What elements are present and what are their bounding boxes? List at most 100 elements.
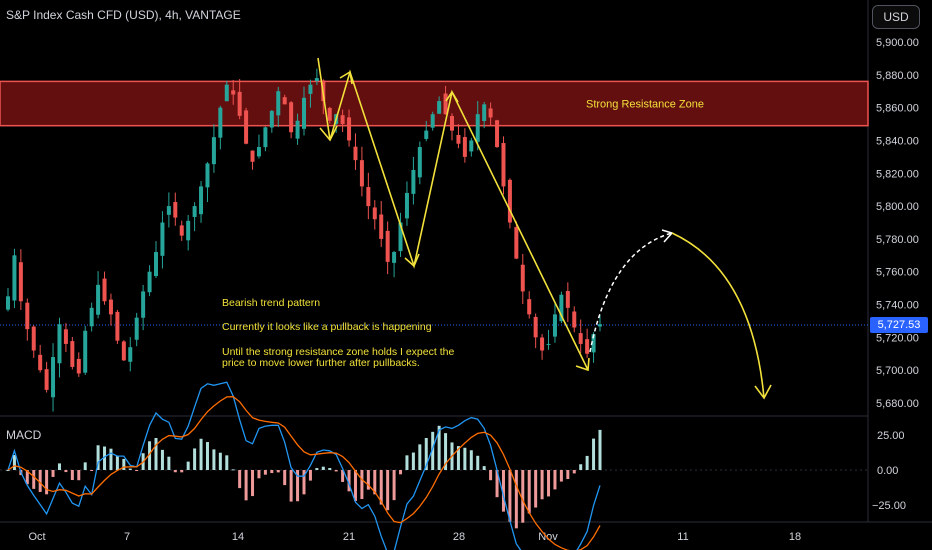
price-tick-label: 5,880.00 (876, 70, 919, 82)
candle-body (392, 252, 397, 263)
candle-body (475, 114, 480, 142)
macd-histogram-bar (160, 449, 164, 470)
macd-histogram-bar (263, 470, 267, 475)
candle-body (31, 326, 36, 351)
candle-body (96, 284, 101, 315)
candle-body (173, 202, 178, 218)
macd-histogram-bar (64, 470, 68, 473)
macd-histogram-bar (128, 468, 132, 470)
macd-histogram-bar (109, 448, 113, 470)
macd-histogram-bar (328, 468, 332, 470)
candle-body (276, 91, 281, 116)
price-tick-label: 5,840.00 (876, 135, 919, 147)
price-tick-label: 5,860.00 (876, 103, 919, 115)
macd-histogram-bar (6, 470, 10, 471)
candle-body (147, 271, 152, 293)
candle-body (192, 206, 197, 217)
candle-body (404, 192, 409, 219)
macd-histogram-bar (456, 446, 460, 470)
macd-histogram-bar (251, 470, 255, 497)
candle-body (379, 214, 384, 239)
candle-body (495, 120, 500, 148)
candle-body (237, 91, 242, 116)
annotation-bearish-pattern: Bearish trend pattern (222, 297, 321, 309)
macd-histogram-bar (32, 470, 36, 489)
candle-body (128, 347, 133, 362)
candles-group (6, 68, 602, 412)
candle-body (514, 227, 519, 259)
macd-histogram-bar (148, 441, 152, 470)
candle-body (546, 343, 551, 345)
candle-body (501, 143, 506, 187)
macd-histogram-bar (122, 458, 126, 470)
macd-histogram-bar (341, 470, 345, 482)
macd-histogram-bar (347, 470, 351, 492)
macd-histogram-bar (411, 452, 415, 470)
candle-body (12, 255, 17, 301)
price-tick-label: 5,680.00 (876, 398, 919, 410)
candle-body (44, 369, 49, 390)
macd-histogram-bar (186, 461, 190, 470)
macd-histogram-bar (418, 444, 422, 470)
projected-pullback-path (589, 232, 673, 353)
candle-body (520, 264, 525, 292)
time-tick-label: Nov (538, 531, 558, 543)
macd-histogram-bar (572, 470, 576, 474)
candle-body (462, 137, 467, 157)
candle-body (231, 90, 236, 95)
macd-histogram-bar (540, 470, 544, 500)
time-tick-label: 28 (453, 531, 465, 543)
macd-histogram-bar (283, 470, 287, 486)
macd-histogram-bar (321, 466, 325, 470)
macd-indicator-label[interactable]: MACD (6, 428, 42, 442)
macd-histogram-bar (12, 454, 16, 470)
macd-histogram-bar (270, 470, 274, 474)
macd-histogram-bar (353, 470, 357, 502)
macd-histogram-bar (308, 470, 312, 481)
time-tick-label: Oct (28, 531, 45, 543)
price-tick-label: 5,700.00 (876, 365, 919, 377)
macd-histogram-bar (199, 438, 203, 470)
candle-body (450, 116, 454, 131)
macd-histogram-bar (231, 469, 235, 471)
macd-histogram-bar (431, 431, 435, 470)
time-tick-label: 7 (124, 531, 130, 543)
candle-body (269, 110, 274, 128)
macd-histogram-bar (51, 470, 55, 477)
candle-body (38, 354, 43, 371)
macd-histogram-bar (553, 470, 557, 490)
candle-body (411, 169, 416, 194)
macd-histogram-bar (289, 470, 293, 502)
candle-body (314, 78, 319, 82)
macd-histogram-bar (225, 455, 229, 470)
macd-histogram-bar (302, 470, 306, 495)
candle-body (366, 187, 371, 207)
price-tick-label: 5,820.00 (876, 168, 919, 180)
candle-body (507, 179, 512, 223)
macd-histogram-bar (244, 470, 248, 501)
candle-body (327, 107, 332, 121)
arrowhead-icon (575, 357, 590, 372)
macd-histogram-bar (45, 470, 49, 495)
macd-histogram-bar (501, 470, 505, 512)
macd-histogram-bar (77, 470, 81, 481)
candle-body (598, 324, 602, 327)
candle-body (359, 160, 364, 187)
macd-histogram-bar (154, 438, 158, 470)
candle-body (102, 278, 107, 302)
macd-histogram-bar (514, 470, 518, 529)
candle-body (263, 127, 268, 148)
currency-button[interactable]: USD (872, 5, 920, 29)
macd-histogram-bar (424, 438, 428, 470)
macd-histogram-bar (296, 470, 300, 502)
arrowhead-icon (339, 70, 353, 85)
candle-body (121, 341, 126, 361)
candle-body (443, 93, 448, 115)
time-tick-label: 21 (343, 531, 355, 543)
macd-histogram-bar (469, 450, 473, 470)
candle-body (224, 84, 229, 102)
candle-body (540, 337, 545, 351)
macd-histogram-bar (521, 470, 525, 523)
candle-body (565, 291, 570, 308)
